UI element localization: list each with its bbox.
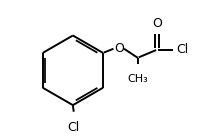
Text: Cl: Cl	[67, 121, 80, 134]
Text: Cl: Cl	[176, 43, 188, 56]
Text: O: O	[114, 42, 124, 55]
Text: CH₃: CH₃	[127, 75, 148, 84]
Text: O: O	[152, 17, 162, 30]
